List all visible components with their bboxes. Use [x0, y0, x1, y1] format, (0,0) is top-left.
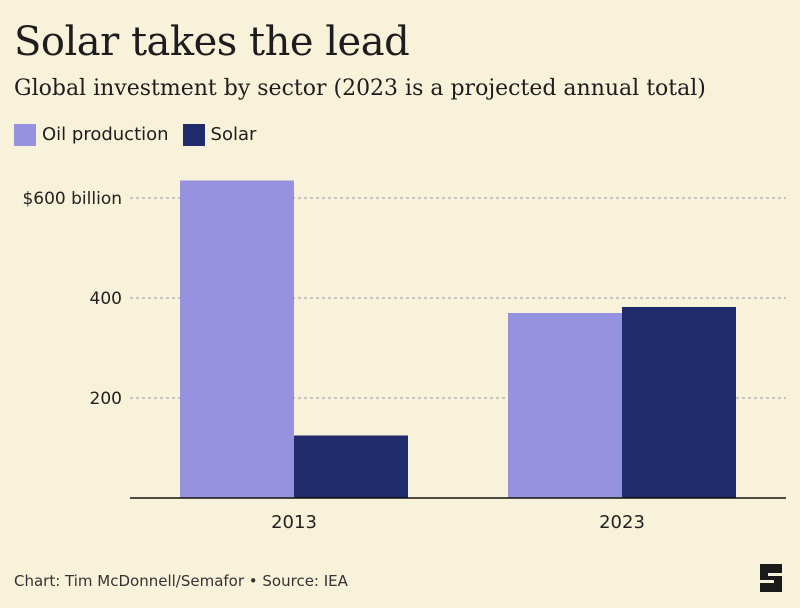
- bar-solar-2023: [622, 307, 736, 498]
- legend-swatch-solar: [182, 124, 205, 146]
- bar-oil-production-2023: [508, 313, 622, 498]
- legend-label-oil: Oil production: [42, 124, 169, 145]
- y-tick-label: $600 billion: [22, 189, 122, 209]
- bar-chart: $600 billion 400 200 2013 2023: [22, 180, 786, 533]
- legend-item-oil: Oil production: [14, 124, 169, 146]
- legend-item-solar: Solar: [182, 124, 257, 146]
- bar-solar-2013: [294, 435, 408, 498]
- chart-title: Solar takes the lead: [14, 19, 410, 65]
- x-tick-label: 2013: [271, 512, 317, 533]
- legend: Oil production Solar: [14, 124, 270, 146]
- footer-credit: Chart: Tim McDonnell/Semafor • Source: I…: [14, 572, 348, 590]
- y-tick-label: 200: [90, 389, 122, 409]
- x-tick-label: 2023: [599, 512, 645, 533]
- semafor-logo-icon: [760, 564, 782, 592]
- legend-swatch-oil: [14, 124, 36, 146]
- legend-label-solar: Solar: [210, 124, 257, 145]
- y-tick-label: 400: [90, 289, 122, 309]
- bar-oil-production-2013: [180, 180, 294, 498]
- chart-subtitle: Global investment by sector (2023 is a p…: [14, 76, 706, 101]
